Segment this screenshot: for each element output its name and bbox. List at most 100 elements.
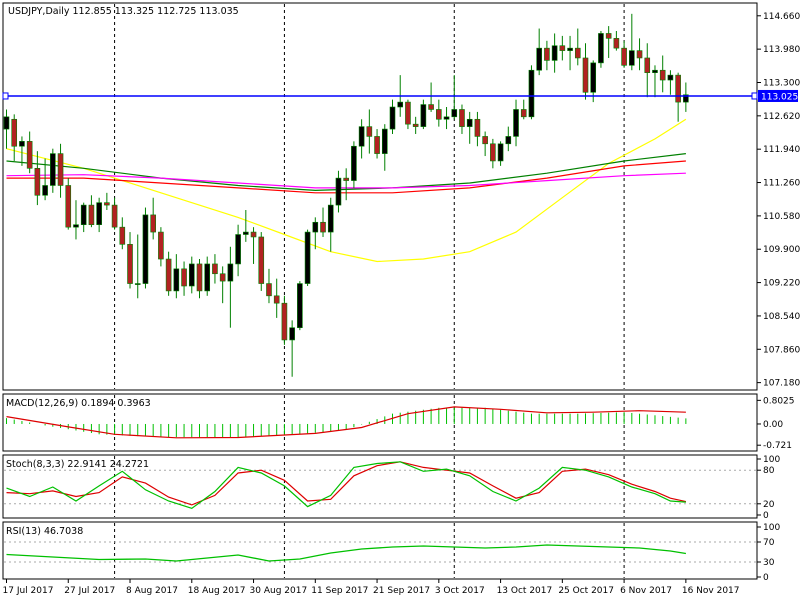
candle-body bbox=[520, 109, 527, 118]
candle-body bbox=[652, 69, 658, 73]
panel-frames bbox=[2, 2, 758, 580]
stoch-tick-label: 100 bbox=[763, 455, 780, 465]
candle-body bbox=[196, 263, 203, 292]
candle-body bbox=[351, 145, 357, 181]
stoch-header: Stoch(8,3,3) 22.9141 24.2721 bbox=[6, 459, 149, 470]
candle-body bbox=[250, 231, 257, 238]
candle-body bbox=[474, 118, 481, 137]
candle-body bbox=[667, 74, 674, 81]
candle-body bbox=[173, 268, 180, 292]
candle-body bbox=[659, 69, 666, 81]
price-axis: 114.660 113.980 113.300 112.620 111.940 111.2… bbox=[757, 12, 800, 389]
candle-body bbox=[683, 94, 689, 103]
date-tick-label: 11 Sep 2017 bbox=[311, 586, 368, 596]
candle-body bbox=[343, 177, 349, 181]
macd-panel: 0.8025 0.00 -0.721 bbox=[6, 396, 795, 451]
candle-body bbox=[544, 47, 550, 61]
candle-body bbox=[459, 109, 465, 127]
date-tick-label: 8 Aug 2017 bbox=[126, 586, 178, 596]
date-tick-label: 27 Jul 2017 bbox=[64, 586, 115, 596]
price-tick-label: 109.220 bbox=[763, 279, 800, 289]
candle-body bbox=[335, 177, 342, 206]
stoch-signal-line bbox=[6, 461, 687, 506]
candle-body bbox=[212, 263, 218, 275]
candle-body bbox=[598, 33, 604, 64]
candle-body bbox=[65, 185, 72, 228]
price-header: USDJPY,Daily 112.855 113.325 112.725 113… bbox=[8, 6, 239, 17]
candle-body bbox=[358, 126, 365, 147]
macd-tick-label: 0.8025 bbox=[763, 396, 795, 406]
candle-body bbox=[11, 118, 18, 147]
candle-body bbox=[505, 136, 512, 145]
candle-body bbox=[273, 295, 280, 304]
macd-signal-line bbox=[6, 406, 686, 439]
price-tick-label: 112.620 bbox=[763, 112, 800, 122]
candle-body bbox=[3, 116, 10, 130]
candle-body bbox=[281, 302, 288, 341]
candle-body bbox=[590, 62, 597, 93]
candle-body bbox=[582, 57, 589, 93]
candle-body bbox=[675, 74, 681, 103]
candles bbox=[3, 13, 689, 377]
candle-body bbox=[134, 283, 141, 285]
stoch-tick-label: 0 bbox=[763, 511, 769, 521]
date-tick-label: 17 Jul 2017 bbox=[3, 586, 54, 596]
rsi-tick-label: 30 bbox=[763, 558, 775, 568]
candle-body bbox=[297, 283, 303, 328]
date-tick-label: 25 Oct 2017 bbox=[558, 586, 614, 596]
candle-body bbox=[551, 45, 558, 61]
candle-body bbox=[397, 101, 404, 108]
candle-body bbox=[57, 153, 64, 186]
price-panel-frame bbox=[2, 2, 758, 391]
candle-body bbox=[629, 50, 635, 66]
horizontal-line-handle-right bbox=[751, 92, 758, 100]
moving-average-line-1 bbox=[6, 153, 686, 192]
date-tick-label: 18 Aug 2017 bbox=[188, 586, 246, 596]
rsi-tick-label: 0 bbox=[763, 573, 769, 583]
candle-body bbox=[50, 153, 56, 186]
date-tick-label: 30 Aug 2017 bbox=[250, 586, 308, 596]
candle-body bbox=[567, 47, 573, 51]
candle-body bbox=[289, 327, 295, 341]
macd-header: MACD(12,26,9) 0.1894 0.3963 bbox=[6, 398, 151, 409]
price-tick-label: 113.300 bbox=[763, 78, 800, 88]
candle-body bbox=[204, 263, 211, 292]
candle-body bbox=[490, 143, 496, 162]
candle-body bbox=[73, 224, 79, 228]
candle-body bbox=[320, 221, 326, 233]
candle-body bbox=[613, 38, 620, 49]
date-tick-label: 3 Oct 2017 bbox=[435, 586, 485, 596]
candle-body bbox=[96, 202, 102, 226]
candle-body bbox=[405, 101, 411, 125]
stoch-main-line bbox=[6, 461, 686, 509]
candle-body bbox=[111, 204, 118, 228]
candle-body bbox=[266, 283, 272, 297]
rsi-panel-frame bbox=[2, 521, 758, 580]
candle-body bbox=[436, 109, 442, 120]
candle-body bbox=[559, 45, 566, 51]
candle-body bbox=[104, 202, 110, 206]
candle-body bbox=[374, 136, 380, 154]
candle-body bbox=[574, 47, 581, 59]
candle-body bbox=[536, 47, 542, 71]
candle-body bbox=[312, 221, 319, 233]
date-axis: 17 Jul 2017 27 Jul 2017 8 Aug 2017 18 Aug 2… bbox=[3, 579, 740, 596]
date-tick-label: 21 Sep 2017 bbox=[373, 586, 430, 596]
candle-body bbox=[636, 50, 643, 59]
candle-body bbox=[428, 104, 434, 110]
candle-body bbox=[451, 109, 458, 118]
candle-body bbox=[219, 273, 226, 282]
candle-body bbox=[158, 231, 164, 260]
price-tick-label: 108.540 bbox=[763, 312, 800, 322]
rsi-panel: 100 70 30 0 bbox=[4, 523, 780, 583]
stoch-tick-label: 80 bbox=[763, 466, 775, 476]
candle-body bbox=[119, 226, 126, 245]
horizontal-line-handle-left bbox=[2, 92, 9, 100]
rsi-tick-label: 100 bbox=[763, 523, 780, 533]
candle-body bbox=[528, 69, 535, 118]
rsi-tick-label: 70 bbox=[763, 538, 775, 548]
price-tick-label: 109.900 bbox=[763, 245, 800, 255]
candle-body bbox=[127, 244, 133, 284]
price-tick-label: 111.940 bbox=[763, 145, 800, 155]
